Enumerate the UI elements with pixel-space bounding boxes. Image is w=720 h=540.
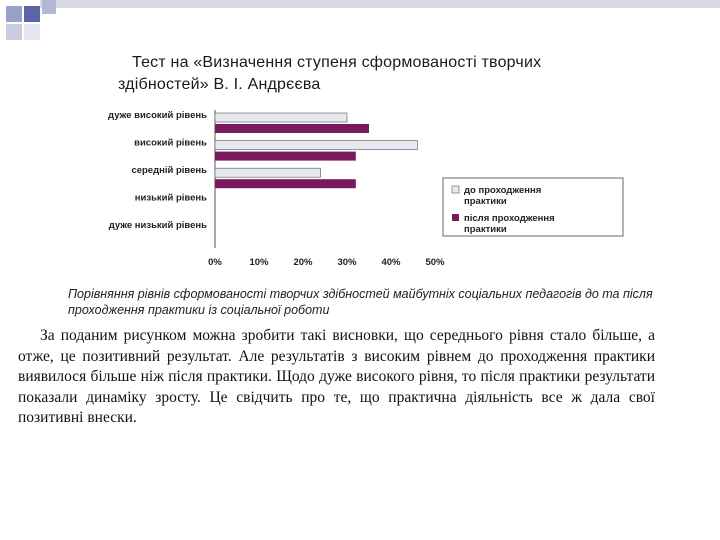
bar-chart: дуже високий рівень високий рівень середні… <box>108 110 624 268</box>
legend-swatch <box>452 214 459 221</box>
y-tick-label: високий рівень <box>134 137 207 148</box>
x-tick-label: 10% <box>249 257 269 268</box>
slide-title-line1: Тест на «Визначення ступеня сформованост… <box>132 54 542 71</box>
x-tick-label: 50% <box>425 257 445 268</box>
y-tick-label: дуже високий рівень <box>108 110 207 121</box>
decorative-header-squares <box>0 0 720 40</box>
bar-after <box>215 179 356 189</box>
chart-caption: Порівняння рівнів сформованості творчих … <box>68 287 653 317</box>
legend-swatch <box>451 185 460 194</box>
slide-title: Тест на «Визначення ступеня сформованост… <box>118 52 678 96</box>
bar-after <box>215 124 369 133</box>
x-tick-label: 30% <box>337 257 357 268</box>
legend-label: до проходження практики <box>464 185 541 207</box>
bar-after <box>215 151 356 161</box>
y-tick-label: низький рівень <box>135 193 207 204</box>
bar-before <box>214 140 418 150</box>
legend-box <box>442 177 624 237</box>
y-tick-label: середній рівень <box>131 165 207 176</box>
bar-before <box>214 167 321 178</box>
bar-before <box>214 112 348 123</box>
slide-title-line2: здібностей» В. І. Андрєєва <box>118 76 321 93</box>
legend-label: після проходження практики <box>464 213 555 235</box>
x-tick-label: 0% <box>208 257 222 268</box>
x-tick-label: 20% <box>293 257 313 268</box>
body-paragraph: За поданим рисунком можна зробити такі в… <box>18 327 655 426</box>
y-tick-label: дуже низький рівень <box>109 220 207 231</box>
x-tick-label: 40% <box>381 257 401 268</box>
